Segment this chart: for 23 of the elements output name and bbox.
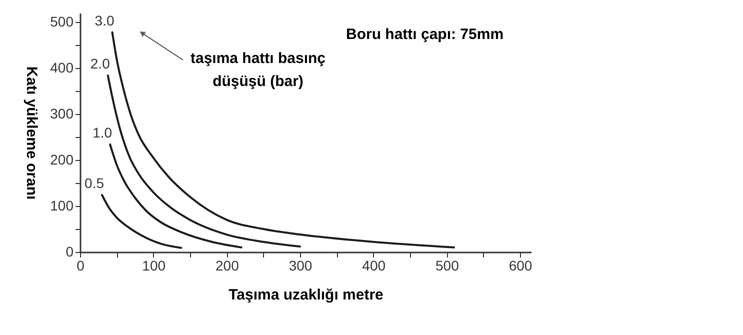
annotation: Boru hattı çapı: 75mm [346, 26, 504, 43]
y-tick-label: 100 [50, 198, 74, 214]
x-tick-label: 500 [435, 258, 460, 274]
x-tick-label: 100 [142, 258, 166, 274]
y-tick-label: 400 [50, 60, 74, 76]
x-tick-label: 200 [215, 258, 240, 274]
x-tick-label: 300 [288, 258, 312, 274]
series-label: 2.0 [90, 56, 110, 72]
line-series [109, 143, 242, 248]
series-label: 3.0 [94, 12, 114, 28]
y-tick-label: 300 [50, 106, 74, 122]
line-series [101, 194, 182, 249]
y-tick-label: 500 [50, 14, 74, 30]
series-label: 1.0 [92, 124, 112, 140]
x-tick-label: 400 [362, 258, 386, 274]
series-label: 0.5 [84, 175, 104, 192]
x-tick-label: 0 [76, 258, 85, 274]
y-tick-label: 200 [50, 152, 74, 168]
x-tick-label: 600 [508, 258, 532, 274]
annotation: taşıma hattı basınç düşüşü (bar) [190, 50, 326, 90]
y-tick-label: 0 [66, 244, 74, 260]
x-axis-title: Taşıma uzaklığı metre [228, 286, 384, 304]
y-axis-title: Katı yükleme oranı [23, 66, 40, 200]
